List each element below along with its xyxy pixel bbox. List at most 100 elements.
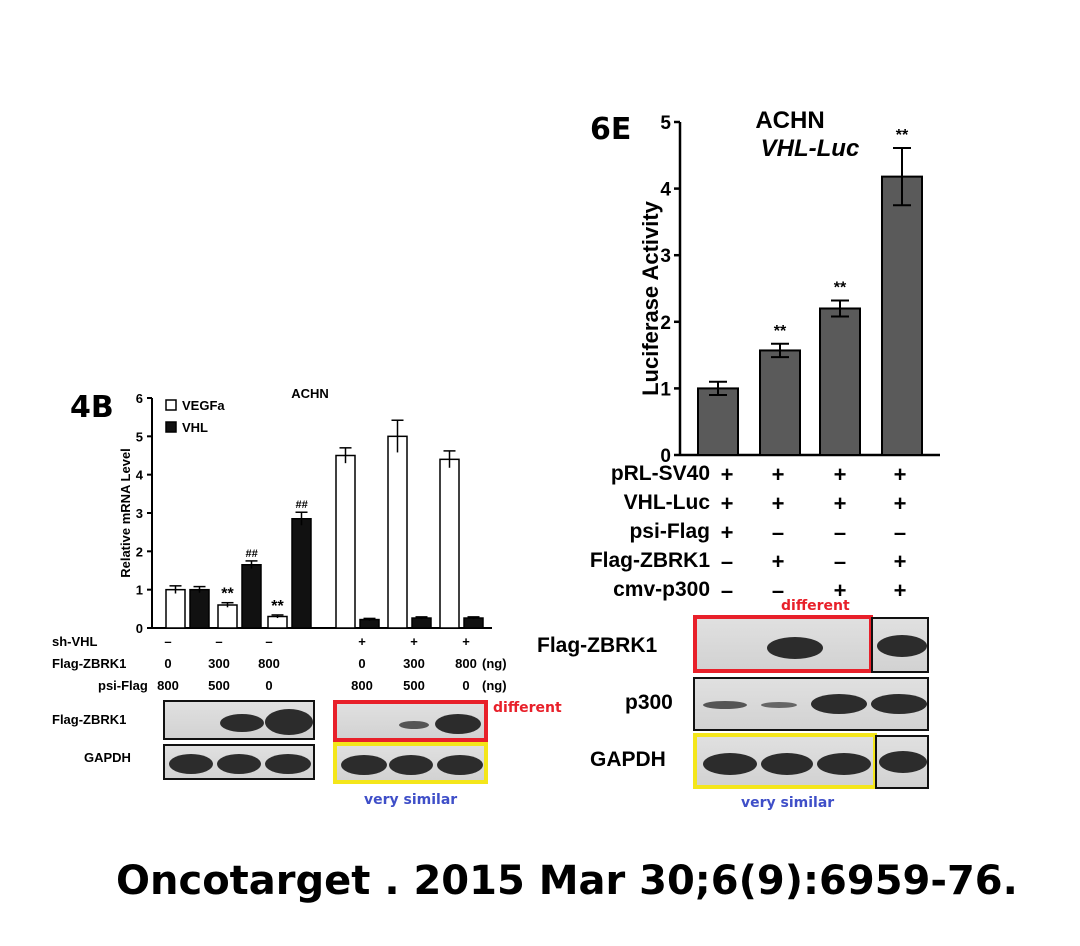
condition-cell: 800 [258, 656, 280, 671]
blot-6e-gapdh-right [875, 735, 929, 789]
blot-label-p300: p300 [625, 691, 673, 714]
y-tick-label: 3 [136, 506, 143, 521]
condition-cell: – [720, 578, 734, 603]
condition-label: sh-VHL [52, 634, 98, 649]
blot-6e-p300 [693, 677, 929, 731]
bar [881, 175, 923, 456]
chart-title: ACHN [755, 107, 824, 134]
y-tick-label: 4 [660, 180, 671, 201]
condition-cell: – [833, 549, 847, 574]
significance-label: ## [245, 548, 258, 560]
bar [189, 588, 210, 629]
blot-band [767, 637, 823, 659]
blot-band [265, 754, 311, 774]
y-tick-label: 6 [136, 391, 143, 406]
blot-band [761, 702, 797, 708]
condition-row-flag-zbrk1: Flag-ZBRK1 0 300 800 0 300 800 (ng) [48, 656, 508, 676]
blot-band [217, 754, 261, 774]
blot-band [341, 755, 387, 775]
blot-band [817, 753, 871, 775]
condition-cell: 300 [208, 656, 230, 671]
condition-row-psi-flag: psi-Flag + – – – [520, 520, 940, 548]
blot-band [389, 755, 433, 775]
annotation-different-6e: different [781, 598, 850, 614]
blot-band [220, 714, 264, 732]
condition-label: cmv-p300 [613, 578, 710, 601]
condition-cell: 0 [358, 656, 366, 671]
condition-cell: 0 [164, 656, 172, 671]
blot-band [703, 753, 757, 775]
condition-label: Flag-ZBRK1 [589, 549, 710, 572]
chart-title: ACHN [291, 386, 329, 401]
y-tick-label: 2 [660, 313, 671, 334]
condition-cell: + [720, 491, 734, 516]
condition-cell: + [833, 491, 847, 516]
bar [387, 435, 408, 629]
condition-cell: 800 [157, 678, 179, 693]
blot-label-gapdh: GAPDH [590, 748, 666, 771]
condition-label: psi-Flag [629, 520, 710, 543]
condition-row-flag-zbrk1: Flag-ZBRK1 – + – + [520, 549, 940, 577]
condition-cell: + [771, 491, 785, 516]
bar [359, 618, 380, 629]
condition-label: Flag-ZBRK1 [52, 656, 127, 671]
annotation-very-similar-4b: very similar [364, 792, 458, 808]
condition-cell: + [771, 549, 785, 574]
y-axis-label: Relative mRNA Level [118, 448, 133, 578]
legend-swatch [165, 399, 177, 411]
blot-band [761, 753, 813, 775]
condition-cell: – [265, 634, 273, 649]
blot-6e-flag-zbrk1-right [871, 617, 929, 673]
y-tick-label: 5 [660, 113, 671, 134]
condition-cell: – [771, 520, 785, 545]
citation: Oncotarget . 2015 Mar 30;6(9):6959-76. [116, 858, 1018, 904]
bar [463, 617, 484, 629]
condition-cell: – [893, 520, 907, 545]
annotation-very-similar-6e: very similar [741, 795, 835, 811]
condition-cell: 0 [462, 678, 470, 693]
legend-label: VHL [182, 420, 208, 435]
condition-cell: 0 [265, 678, 273, 693]
condition-cell: – [771, 578, 785, 603]
significance-label: ** [896, 127, 909, 144]
condition-row-cmv-p300: cmv-p300 – – + + [520, 578, 940, 606]
condition-cell: + [720, 520, 734, 545]
condition-cell: + [833, 462, 847, 487]
condition-cell: + [410, 634, 418, 649]
y-tick-label: 0 [136, 621, 143, 636]
bar [819, 307, 861, 456]
blot-band [877, 635, 927, 657]
blot-label-flag-zbrk1: Flag-ZBRK1 [537, 634, 658, 657]
condition-cell: 500 [403, 678, 425, 693]
condition-cell: + [771, 462, 785, 487]
blot-4b-flag-zbrk1-right [333, 700, 488, 742]
significance-label: ** [834, 279, 847, 296]
blot-band [399, 721, 429, 729]
condition-cell: + [720, 462, 734, 487]
blot-band [265, 709, 313, 735]
chart-subtitle: VHL-Luc [761, 135, 860, 162]
bar [291, 518, 312, 629]
significance-label: ** [774, 323, 787, 340]
y-tick-label: 0 [660, 446, 671, 467]
blot-band [435, 714, 481, 734]
y-axis-label: Luciferase Activity [638, 200, 663, 396]
condition-cell: + [893, 549, 907, 574]
condition-row-psi-flag: psi-Flag 800 500 0 800 500 0 (ng) [48, 678, 508, 698]
blot-band [811, 694, 867, 714]
condition-label: VHL-Luc [623, 491, 710, 514]
y-tick-label: 4 [136, 468, 144, 483]
bar [697, 387, 739, 456]
y-tick-label: 1 [136, 583, 143, 598]
condition-cell: 300 [403, 656, 425, 671]
significance-label: ** [221, 586, 234, 603]
bar [241, 564, 262, 629]
condition-cell: + [893, 462, 907, 487]
y-tick-label: 5 [136, 429, 143, 444]
y-tick-label: 3 [660, 246, 671, 267]
annotation-different-4b: different [493, 700, 562, 716]
chart-4b: 0 1 2 3 4 5 6 ACHN Relative mRNA Level VEGFa VHL **… [118, 386, 492, 636]
bar [165, 588, 186, 629]
significance-label: ** [271, 598, 284, 615]
blot-band [437, 755, 483, 775]
